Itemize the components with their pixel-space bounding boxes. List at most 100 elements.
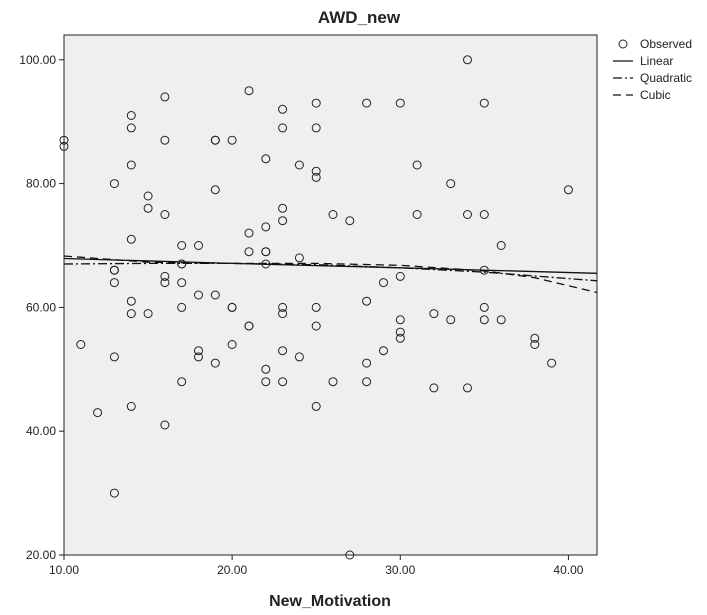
y-axis-ticks: 20.00 40.00 60.00 80.00 100.00: [19, 53, 64, 562]
x-tick-label: 20.00: [217, 563, 247, 577]
data-point: [563, 185, 573, 195]
data-point: [177, 259, 187, 269]
data-point: [463, 55, 472, 65]
data-point: [126, 111, 136, 120]
data-point: [126, 160, 136, 170]
data-point: [278, 203, 288, 213]
data-point: [160, 135, 170, 145]
y-tick-label: 100.00: [19, 53, 56, 67]
data-point: [530, 333, 540, 343]
x-axis-label: New_Motivation: [269, 593, 391, 610]
chart-title: AWD_new: [318, 8, 401, 27]
data-point: [93, 408, 103, 418]
data-point: [59, 135, 69, 145]
data-point: [412, 210, 422, 219]
data-point: [143, 203, 153, 213]
data-point: [177, 377, 187, 387]
data-point: [479, 265, 489, 275]
data-point: [278, 302, 288, 312]
data-point: [227, 340, 237, 349]
data-point: [496, 315, 506, 325]
observed-points: [59, 55, 573, 560]
data-point: [177, 278, 187, 288]
data-point: [261, 247, 271, 257]
data-point: [362, 296, 372, 306]
data-point: [278, 216, 288, 226]
data-point: [177, 302, 187, 312]
legend-label: Observed: [640, 37, 692, 51]
legend-label: Linear: [640, 54, 673, 68]
data-point: [210, 358, 220, 368]
data-point: [463, 383, 472, 393]
y-tick-label: 80.00: [26, 177, 56, 191]
data-point: [109, 278, 119, 288]
data-point: [395, 98, 405, 108]
data-point: [278, 104, 288, 114]
y-tick-label: 60.00: [26, 300, 56, 314]
data-point: [126, 401, 136, 411]
data-point: [109, 488, 119, 498]
data-point: [261, 259, 271, 269]
data-point: [311, 123, 321, 133]
data-point: [126, 234, 136, 244]
data-point: [446, 315, 456, 325]
data-point: [311, 172, 321, 182]
data-point: [143, 191, 153, 201]
data-point: [463, 210, 472, 219]
data-point: [143, 309, 153, 319]
data-point: [126, 309, 136, 319]
data-point: [160, 210, 170, 219]
legend: Observed Linear Quadratic Cubic: [613, 37, 692, 102]
data-point: [328, 377, 338, 387]
data-point: [311, 321, 321, 331]
legend-label: Cubic: [640, 88, 671, 102]
legend-marker-observed: [618, 39, 628, 49]
data-point: [160, 92, 170, 102]
x-tick-label: 10.00: [49, 563, 79, 577]
data-point: [109, 352, 119, 362]
x-axis-ticks: 10.00 20.00 30.00 40.00: [49, 555, 584, 577]
data-point: [194, 290, 203, 300]
data-point: [194, 241, 203, 250]
fit-line-quadratic: [63, 262, 598, 282]
data-point: [395, 271, 405, 281]
data-point: [126, 296, 136, 306]
data-point: [278, 123, 288, 133]
legend-label: Quadratic: [640, 71, 692, 85]
data-point: [160, 271, 170, 281]
data-point: [311, 98, 321, 108]
fit-line-linear: [63, 257, 598, 274]
x-tick-label: 40.00: [553, 563, 583, 577]
data-point: [362, 358, 372, 368]
data-point: [210, 185, 220, 195]
data-point: [76, 340, 86, 349]
data-point: [328, 210, 338, 219]
data-point: [244, 247, 254, 257]
data-point: [210, 290, 220, 300]
y-tick-label: 40.00: [26, 424, 56, 438]
data-point: [479, 210, 489, 219]
data-point: [278, 309, 288, 319]
data-point: [227, 302, 237, 312]
data-point: [109, 179, 119, 189]
data-point: [294, 253, 304, 263]
data-point: [160, 278, 170, 288]
data-point: [345, 216, 355, 226]
data-point: [177, 241, 187, 250]
data-point: [345, 550, 355, 560]
data-point: [261, 377, 271, 387]
data-point: [412, 160, 422, 170]
data-point: [278, 346, 288, 356]
data-point: [126, 123, 136, 133]
data-point: [294, 352, 304, 362]
data-point: [244, 86, 254, 96]
data-point: [160, 420, 170, 430]
data-point: [379, 278, 388, 288]
data-point: [362, 98, 372, 108]
data-point: [278, 377, 288, 387]
data-point: [244, 228, 254, 238]
data-point: [479, 98, 489, 108]
data-point: [59, 141, 69, 151]
data-point: [429, 309, 439, 319]
data-point: [109, 265, 119, 275]
